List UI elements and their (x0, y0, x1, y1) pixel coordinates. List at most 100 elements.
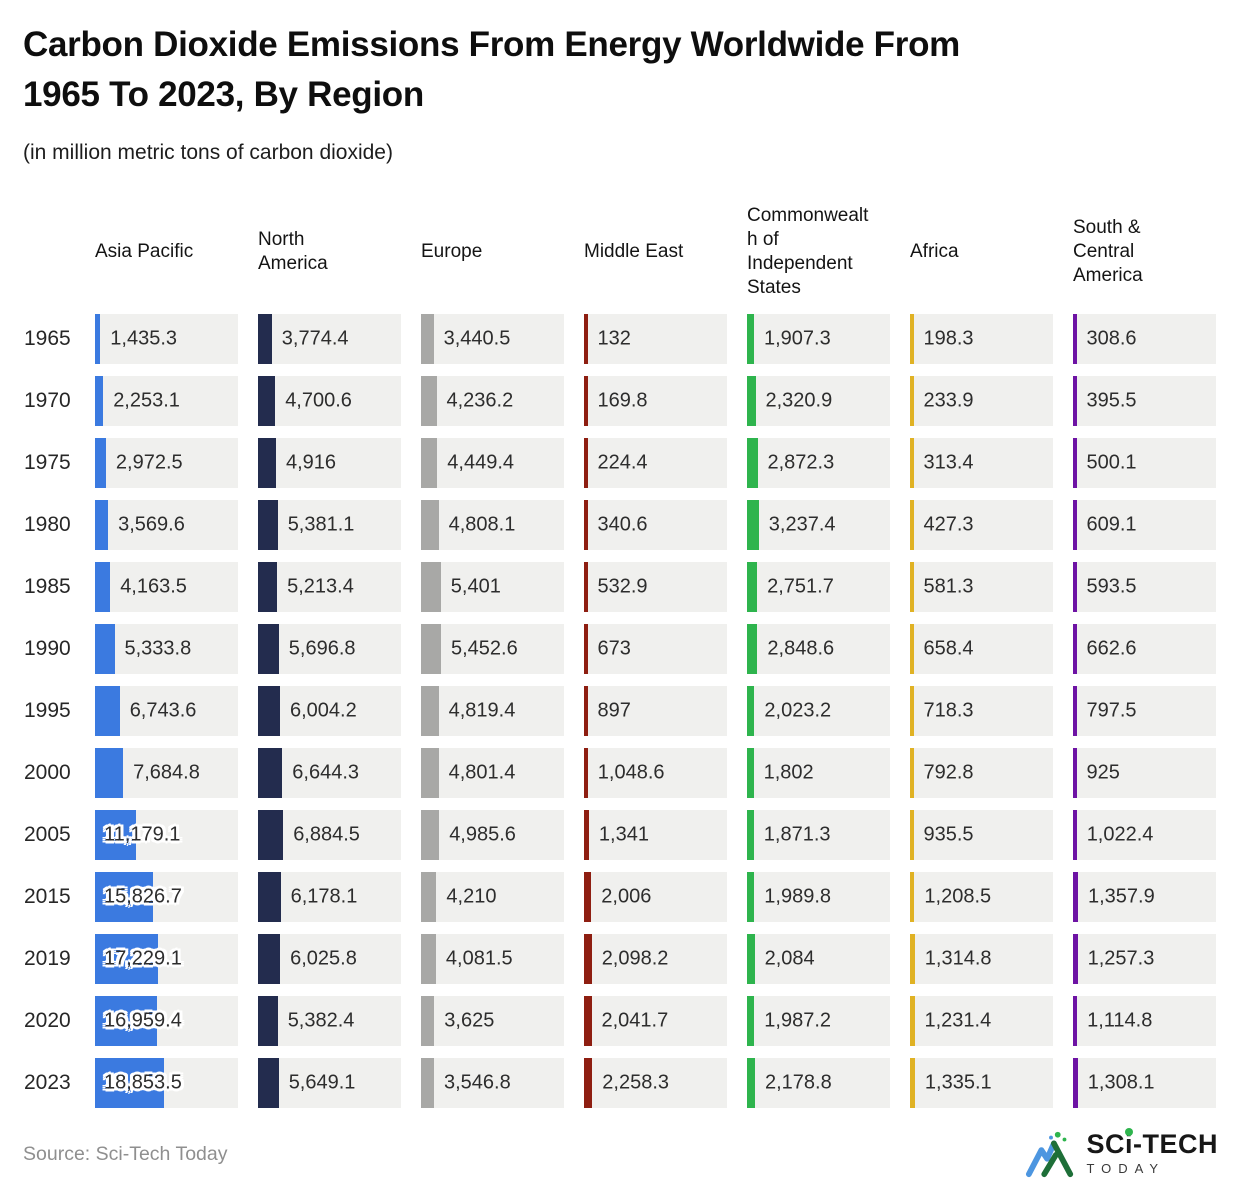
logo-text: SCi-TECH TODAY (1086, 1127, 1218, 1176)
value-label: 395.5 (1086, 389, 1137, 412)
value-bar (1073, 748, 1077, 798)
value-cell: 718.3 (910, 686, 1053, 736)
value-bar (95, 376, 104, 426)
table-row: 1965 1,435.3 3,774.4 3,440.5 132 1,907.3 198.3… (24, 314, 1216, 364)
value-bar (258, 624, 279, 674)
value-cell: 4,819.4 (421, 686, 564, 736)
value-cell: 1,231.4 (910, 996, 1053, 1046)
value-bar (421, 562, 441, 612)
value-bar (421, 934, 436, 984)
value-cell: 4,081.5 (421, 934, 564, 984)
value-bar (258, 872, 281, 922)
value-label: 4,985.6 (449, 823, 516, 846)
value-cell: 1,989.8 (747, 872, 890, 922)
publisher-logo: SCi-TECH TODAY (1025, 1127, 1218, 1178)
value-bar (95, 686, 120, 736)
value-bar (1073, 1058, 1078, 1108)
value-bar (584, 376, 588, 426)
source-note: Source: Sci-Tech Today (23, 1143, 228, 1165)
value-cell: 4,700.6 (258, 376, 401, 426)
value-cell: 1,208.5 (910, 872, 1053, 922)
value-label: 897 (597, 699, 631, 722)
value-label: 2,972.5 (115, 451, 183, 474)
value-label: 6,743.6 (129, 699, 197, 722)
value-bar (421, 872, 437, 922)
value-label: 1,335.1 (924, 1071, 992, 1094)
value-label: 2,023.2 (764, 699, 832, 722)
value-label: 2,253.1 (113, 389, 180, 412)
value-cell: 1,308.1 (1073, 1058, 1216, 1108)
value-label: 792.8 (923, 761, 974, 784)
value-bar (258, 500, 278, 550)
value-bar (910, 872, 915, 922)
value-label: 6,004.2 (290, 699, 357, 722)
value-bar (1073, 376, 1077, 426)
value-bar (1073, 314, 1077, 364)
value-bar (747, 562, 758, 612)
value-cell: 169.8 (584, 376, 727, 426)
value-cell: 1,802 (747, 748, 890, 798)
chart-title: Carbon Dioxide Emissions From Energy Wor… (23, 25, 960, 115)
value-label: 16,959.4 (104, 1009, 182, 1032)
value-label: 1,802 (763, 761, 814, 784)
value-label: 1,435.3 (110, 327, 178, 350)
value-label: 6,644.3 (292, 761, 360, 784)
value-bar (1073, 810, 1077, 860)
value-cell: 532.9 (584, 562, 727, 612)
value-bar (258, 748, 283, 798)
logo-wordmark: SCi-TECH (1086, 1127, 1218, 1158)
table-row: 1980 3,569.6 5,381.1 4,808.1 340.6 3,237.4 427… (24, 500, 1216, 550)
value-bar (584, 438, 588, 488)
value-label: 1,987.2 (764, 1009, 832, 1032)
value-bar (421, 438, 438, 488)
value-bar (747, 376, 756, 426)
row-year-label: 1985 (24, 575, 71, 598)
value-bar (747, 1058, 755, 1108)
value-label: 1,308.1 (1087, 1071, 1155, 1094)
table-row: 1970 2,253.1 4,700.6 4,236.2 169.8 2,320.9 233… (24, 376, 1216, 426)
value-bar (910, 314, 914, 364)
table-row: 2019 17,229.1 6,025.8 4,081.5 2,098.2 2,084 1,… (24, 934, 1216, 984)
value-cell: 1,022.4 (1073, 810, 1216, 860)
value-bar (258, 376, 276, 426)
table-header-row: Asia Pacific North America Europe Middle Ea… (24, 190, 1216, 314)
value-bar (95, 438, 106, 488)
value-cell: 224.4 (584, 438, 727, 488)
table-row: 2015 15,826.7 6,178.1 4,210 2,006 1,989.8 1,20… (24, 872, 1216, 922)
value-bar (910, 500, 914, 550)
value-cell: 4,210 (421, 872, 564, 922)
value-bar (1073, 934, 1078, 984)
value-bar (747, 500, 759, 550)
value-cell: 5,649.1 (258, 1058, 401, 1108)
value-cell: 1,435.3 (95, 314, 238, 364)
value-cell: 4,236.2 (421, 376, 564, 426)
column-header-middle-east: Middle East (584, 240, 684, 262)
value-cell: 1,907.3 (747, 314, 890, 364)
value-cell: 2,006 (584, 872, 727, 922)
value-label: 593.5 (1086, 575, 1137, 598)
value-label: 2,084 (764, 947, 815, 970)
row-year-label: 1970 (24, 389, 71, 412)
value-label: 224.4 (597, 451, 648, 474)
value-cell: 340.6 (584, 500, 727, 550)
value-bar (95, 314, 101, 364)
value-label: 5,333.8 (124, 637, 192, 660)
value-bar (421, 314, 434, 364)
value-cell: 5,452.6 (421, 624, 564, 674)
value-cell: 1,335.1 (910, 1058, 1053, 1108)
value-label: 3,440.5 (443, 327, 511, 350)
value-cell: 2,972.5 (95, 438, 238, 488)
value-bar (910, 1058, 915, 1108)
value-cell: 4,449.4 (421, 438, 564, 488)
value-label: 169.8 (597, 389, 648, 412)
value-cell: 500.1 (1073, 438, 1216, 488)
row-year-label: 2005 (24, 823, 71, 846)
logo-subtext: TODAY (1086, 1160, 1166, 1176)
value-label: 658.4 (923, 637, 974, 660)
value-bar (95, 748, 124, 798)
value-label: 1,907.3 (764, 327, 831, 350)
value-cell: 3,625 (421, 996, 564, 1046)
value-label: 1,048.6 (597, 761, 665, 784)
row-year-label: 2023 (24, 1071, 71, 1094)
